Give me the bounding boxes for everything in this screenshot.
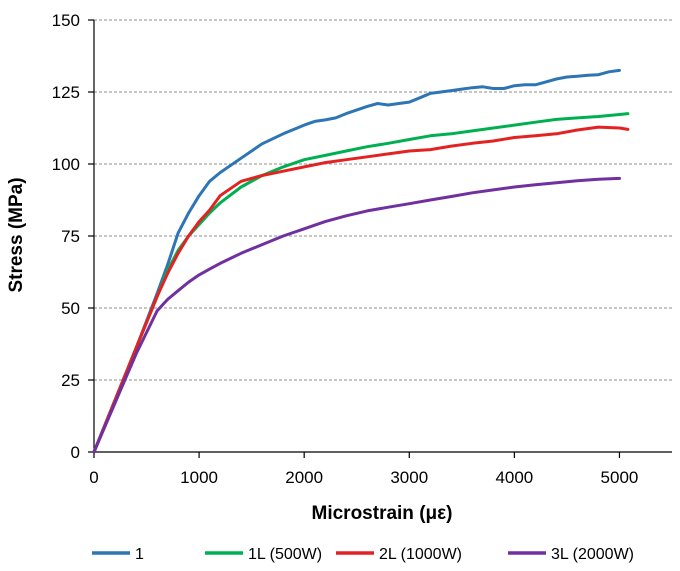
- y-axis-title: Stress (MPa): [6, 177, 27, 292]
- y-tick-label-50: 50: [61, 299, 80, 318]
- series-line-3: [92, 176, 621, 454]
- x-tick-label-5000: 5000: [601, 468, 639, 487]
- x-tick-label-1000: 1000: [180, 468, 218, 487]
- legend: 1 1L (500W) 2L (1000W) 3L (2000W): [92, 546, 634, 563]
- x-tick-label-2000: 2000: [285, 468, 323, 487]
- y-tick-label-150: 150: [52, 11, 80, 30]
- gridlines: [94, 19, 672, 381]
- y-tick-label-125: 125: [52, 83, 80, 102]
- y-tick-label-25: 25: [61, 371, 80, 390]
- legend-label-2: 2L (1000W): [379, 546, 462, 563]
- y-tick-label-100: 100: [52, 155, 80, 174]
- x-tick-labels: 0 1000 2000 3000 4000 5000: [89, 468, 638, 487]
- legend-label-3: 3L (2000W): [551, 546, 634, 563]
- y-tick-labels: 0 25 50 75 100 125 150: [52, 11, 80, 462]
- y-tick-label-0: 0: [71, 443, 80, 462]
- series-lines: [92, 68, 630, 454]
- legend-label-1: 1L (500W): [248, 546, 322, 563]
- axes: [88, 19, 672, 458]
- x-tick-label-3000: 3000: [390, 468, 428, 487]
- x-tick-label-4000: 4000: [495, 468, 533, 487]
- x-tick-label-0: 0: [89, 468, 98, 487]
- y-tick-label-75: 75: [61, 227, 80, 246]
- legend-label-0: 1: [135, 546, 144, 563]
- series-line-0: [92, 68, 621, 454]
- x-axis-title: Microstrain (με): [312, 503, 453, 524]
- series-line-2: [92, 125, 630, 454]
